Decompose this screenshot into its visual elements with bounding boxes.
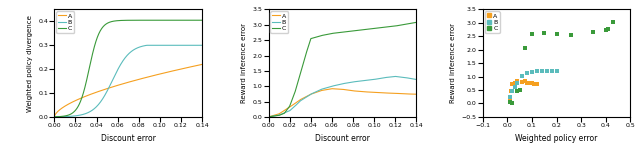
Point (506, 90, 516, 93)
Point (537, 70, 547, 72)
Y-axis label: Reward inference error: Reward inference error (450, 23, 456, 103)
Point (509, 81, 520, 84)
X-axis label: Discount error: Discount error (315, 134, 370, 143)
X-axis label: Weighted policy error: Weighted policy error (515, 134, 598, 143)
Point (539, 32, 549, 34)
Point (507, 83, 517, 85)
Point (529, 82, 540, 85)
Point (522, 72, 532, 75)
Point (517, 75, 527, 77)
Y-axis label: Reward inference error: Reward inference error (241, 23, 247, 103)
Point (601, 29, 611, 31)
Point (505, 101, 515, 103)
Legend: A, B, C: A, B, C (271, 11, 288, 33)
Point (608, 20, 618, 23)
Point (512, 82, 522, 85)
Point (588, 31, 598, 34)
Legend: A, B, C: A, B, C (484, 11, 500, 33)
Point (509, 86, 520, 88)
Point (527, 82, 537, 84)
Point (524, 81, 534, 84)
Point (512, 80, 522, 83)
Point (512, 90, 522, 93)
Point (527, 70, 537, 73)
Point (507, 102, 517, 105)
Point (505, 95, 515, 98)
Point (566, 34, 577, 36)
Point (520, 80, 530, 83)
Point (527, 32, 537, 35)
X-axis label: Discount error: Discount error (101, 134, 156, 143)
Point (552, 70, 562, 72)
Legend: A, B, C: A, B, C (56, 11, 74, 33)
Point (547, 70, 557, 73)
Point (505, 96, 515, 99)
Point (603, 27, 613, 30)
Point (532, 83, 542, 85)
Point (552, 32, 562, 35)
Point (532, 70, 542, 73)
Point (517, 81, 527, 83)
Point (522, 82, 532, 84)
Point (520, 47, 530, 50)
Point (515, 88, 525, 91)
Point (541, 70, 552, 72)
Y-axis label: Weighted policy divergence: Weighted policy divergence (27, 15, 33, 112)
Point (507, 89, 517, 92)
